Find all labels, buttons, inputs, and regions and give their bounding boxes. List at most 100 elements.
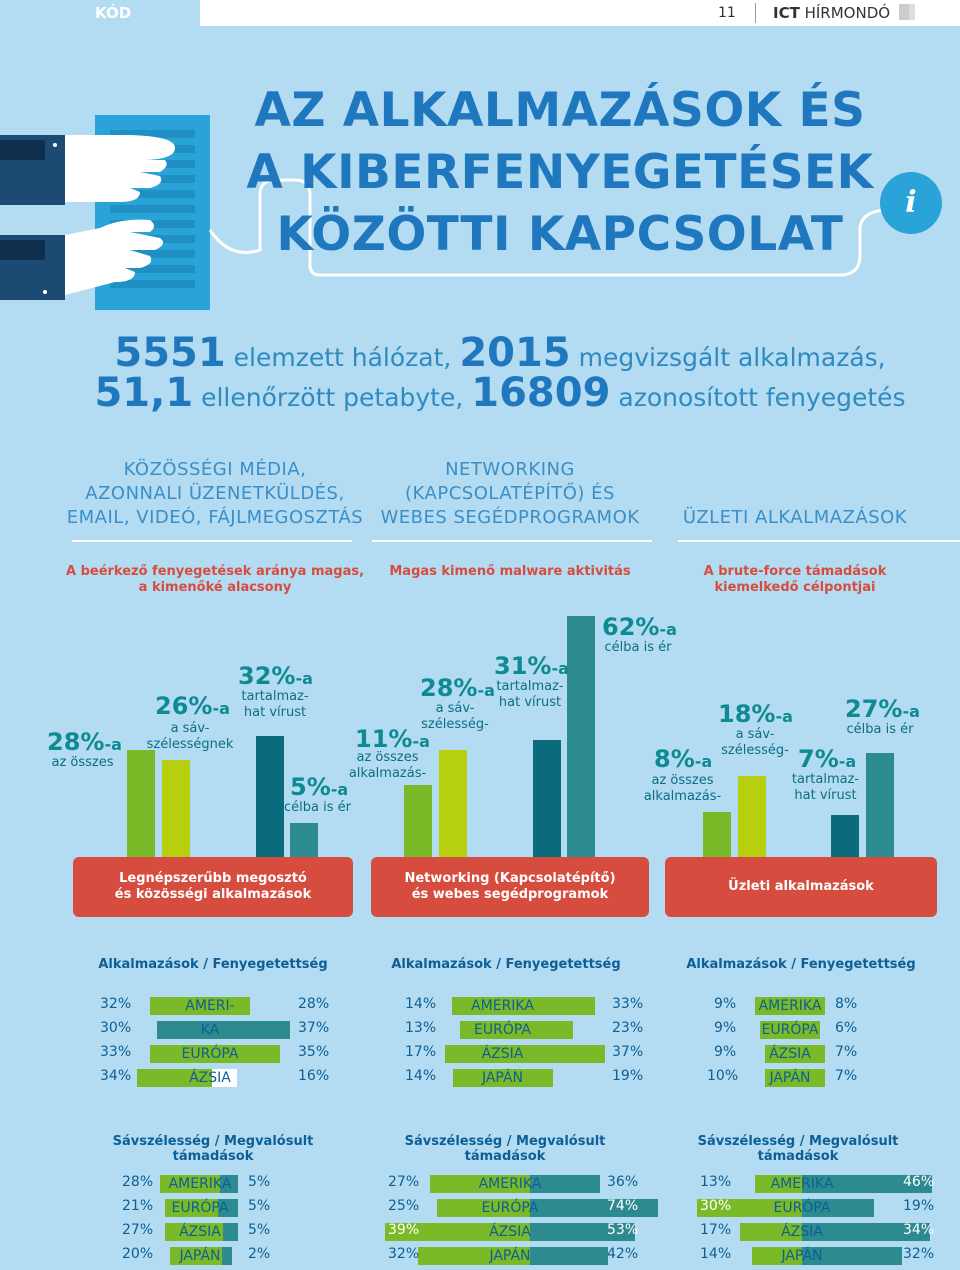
stats-line-2: 51,1 ellenőrzött petabyte, 16809 azonosí… (94, 370, 906, 416)
t2-g1-bar-0b (220, 1175, 238, 1193)
t1-g1-label-americas: AMERI- (185, 998, 235, 1014)
t1-g1-left-3: 34% (100, 1068, 132, 1084)
table1-header-2: Alkalmazások / Fenyegetettség (391, 957, 621, 972)
bar-g2-target (567, 616, 595, 858)
t1-g3-left-2: 9% (714, 1044, 737, 1060)
t2-g1-left-3: 20% (122, 1246, 154, 1262)
t2-g1-bar-0 (160, 1175, 220, 1193)
t1-g2-left-1: 13% (405, 1020, 437, 1036)
bar-g3-virus (831, 815, 859, 858)
t1-g2-bar-0 (452, 997, 595, 1015)
t2-g1-bar-2b (223, 1223, 238, 1241)
t1-g2-left-0: 14% (405, 996, 437, 1012)
t1-g3-label-japan: JAPÁN (769, 1070, 811, 1086)
t2-g1-right-0: 5% (248, 1174, 271, 1190)
t1-g1-right-3: 16% (298, 1068, 330, 1084)
t1-g2-label-japan: JAPÁN (481, 1070, 524, 1086)
t1-g3-right-2: 7% (835, 1044, 858, 1060)
t2-g3-bar-0 (755, 1175, 802, 1193)
t2-g1-right-1: 5% (248, 1198, 271, 1214)
keyboard-hands-illustration (0, 115, 210, 310)
t2-g2-right-3: 42% (607, 1246, 639, 1262)
t1-g2-right-3: 19% (612, 1068, 644, 1084)
t2-g3-bar-1b (802, 1199, 874, 1217)
publication-name: ICT HÍRMONDÓ (773, 4, 891, 22)
t1-g1-right-1: 37% (298, 1020, 330, 1036)
desc-g2-bandwidth: a sáv-szélesség- (421, 701, 489, 732)
t1-g1-bar-1 (157, 1021, 290, 1039)
desc-g1-total: az összes (51, 755, 114, 770)
t2-g1-bar-1b (218, 1199, 238, 1217)
desc-g1-bandwidth: a sáv-szélességnek (146, 721, 234, 752)
t2-g2-bar-3 (418, 1247, 530, 1265)
t2-g2-bar-3b (530, 1247, 608, 1265)
pct-g1-virus: 32%-a (238, 662, 313, 690)
t2-g2-label-japan: JAPÁN (489, 1248, 531, 1264)
t2-g2-bar-2b (530, 1223, 635, 1241)
t2-g1-bar-3 (170, 1247, 222, 1265)
category-divider-3 (678, 540, 960, 542)
t2-g2-left-3: 32% (388, 1246, 420, 1262)
t2-g1-label-americas: AMERIKA (168, 1176, 232, 1192)
desc-g1-target: célba is ér (284, 800, 351, 815)
t1-g1-label-asia: ÁZSIA (189, 1070, 231, 1086)
t2-g3-bar-3b (802, 1247, 902, 1265)
t1-g1-label-europe: EURÓPA (181, 1046, 239, 1062)
banner-business: Üzleti alkalmazások (665, 857, 937, 917)
t1-g2-bar-2 (445, 1045, 605, 1063)
t1-g3-left-0: 9% (714, 996, 737, 1012)
bar-g1-virus (256, 736, 284, 858)
t1-g2-bar-3 (453, 1069, 553, 1087)
t1-g1-bar-3-white (212, 1069, 237, 1087)
t2-g3-right-3: 32% (903, 1246, 935, 1262)
page-title: AZ ALKALMAZÁSOK ÉS A KIBERFENYEGETÉSEK K… (246, 83, 874, 262)
category-business-subtitle: A brute-force támadások kiemelkedő célpon… (703, 564, 887, 595)
desc-g2-target: célba is ér (604, 640, 672, 655)
t2-g3-bar-0b (802, 1175, 932, 1193)
pct-g3-bandwidth: 18%-a (718, 700, 793, 728)
cable-decoration (208, 178, 891, 277)
bar-g2-total (404, 785, 432, 858)
t2-g2-label-americas: AMERIKA (478, 1176, 542, 1192)
t2-g3-label-americas: AMERIKA (770, 1176, 834, 1192)
desc-g1-virus: tartalmaz-hat vírust (241, 689, 309, 720)
t2-g2-left-0: 27% (388, 1174, 420, 1190)
desc-g2-total: az összes alkalmazás- (348, 750, 427, 781)
pct-g3-total: 8%-a (654, 745, 713, 773)
table2-header-2: Sávszélesség / Megvalósult támadások (404, 1134, 606, 1164)
flag-icon-part (909, 4, 915, 20)
t2-g2-bar-2 (385, 1223, 530, 1241)
t2-g1-bar-2 (165, 1223, 223, 1241)
table2-header-3: Sávszélesség / Megvalósult támadások (697, 1134, 899, 1164)
table2-header-1: Sávszélesség / Megvalósult támadások (112, 1134, 314, 1164)
pct-g2-total: 11%-a (355, 725, 430, 753)
flag-icon (899, 4, 909, 20)
stats-line-1: 5551 elemzett hálózat, 2015 megvizsgált … (114, 330, 886, 376)
t1-g3-label-asia: ÁZSIA (769, 1046, 811, 1062)
t2-g3-left-0: 13% (700, 1174, 732, 1190)
t2-g3-bar-2 (740, 1223, 802, 1241)
section-label: KÓD (95, 4, 132, 22)
t2-g3-left-1: 30% (700, 1198, 732, 1214)
t2-g2-label-asia: ÁZSIA (489, 1224, 531, 1240)
t2-g1-left-2: 27% (122, 1222, 154, 1238)
t1-g1-left-2: 33% (100, 1044, 132, 1060)
t2-g2-bar-1 (437, 1199, 530, 1217)
t2-g3-right-1: 19% (903, 1198, 935, 1214)
t2-g2-left-2: 39% (388, 1222, 420, 1238)
banner-networking: Networking (Kapcsolatépítő) és webes segé… (371, 857, 649, 917)
bar-g3-bandwidth (738, 776, 766, 858)
t1-g2-right-2: 37% (612, 1044, 644, 1060)
t2-g2-bar-1b (530, 1199, 658, 1217)
t2-g2-bar-0b (530, 1175, 600, 1193)
t1-g2-label-americas: AMERIKA (471, 998, 534, 1014)
t2-g1-label-europe: EURÓPA (171, 1200, 229, 1216)
t2-g3-left-2: 17% (700, 1222, 732, 1238)
t2-g3-left-3: 14% (700, 1246, 732, 1262)
t2-g2-right-0: 36% (607, 1174, 639, 1190)
category-networking: NETWORKING (KAPCSOLATÉPÍTŐ) ÉS WEBES SEGÉD… (380, 459, 640, 528)
info-icon: i (880, 172, 942, 234)
bar-g2-virus (533, 740, 561, 858)
t2-g1-left-1: 21% (122, 1198, 154, 1214)
bar-g1-bandwidth (162, 760, 190, 858)
